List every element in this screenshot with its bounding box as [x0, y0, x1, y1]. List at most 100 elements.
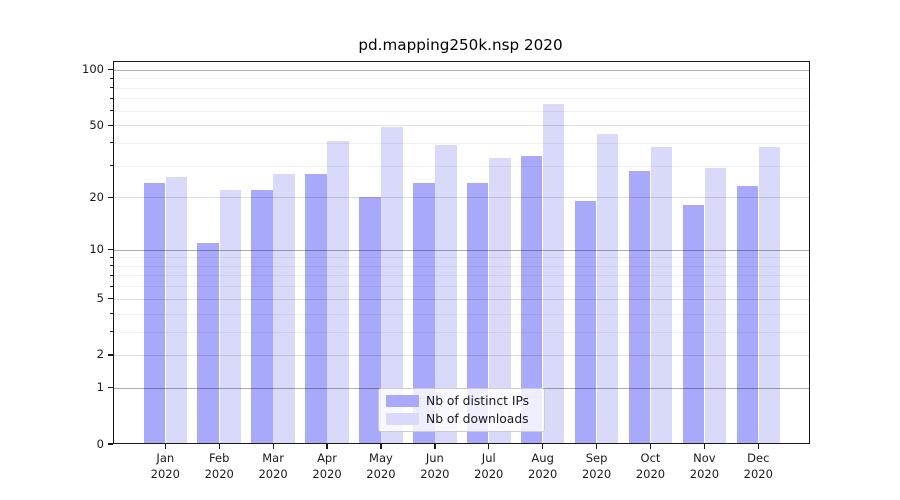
- y-minor-tick-9: [110, 256, 113, 258]
- x-tick-label-nov-2020: Nov 2020: [676, 451, 732, 482]
- y-minor-tick-70: [110, 97, 113, 99]
- x-tick-feb-2020: [218, 444, 220, 449]
- y-tick-10: [108, 248, 113, 251]
- bar-oct-2020-nb-of-downloads: [650, 146, 673, 444]
- x-tick-label-dec-2020: Dec 2020: [730, 451, 786, 482]
- plot-border: [112, 60, 810, 444]
- x-tick-label-line: 2020: [204, 466, 234, 481]
- x-tick-label-line: 2020: [581, 466, 612, 481]
- x-tick-label-line: 2020: [420, 466, 450, 481]
- gridline-40: [112, 142, 810, 144]
- x-tick-aug-2020: [542, 444, 544, 449]
- y-tick-label-1: 1: [96, 380, 104, 395]
- chart-title: pd.mapping250k.nsp 2020: [358, 36, 563, 54]
- x-tick-label-mar-2020: Mar 2020: [245, 451, 301, 482]
- x-tick-label-line: 2020: [743, 466, 773, 481]
- x-tick-label-line: Mar: [262, 451, 284, 465]
- x-tick-label-line: Sep: [585, 451, 608, 465]
- x-tick-nov-2020: [703, 444, 706, 449]
- y-minor-tick-3: [110, 331, 113, 333]
- x-tick-label-line: Jun: [425, 451, 444, 465]
- x-tick-label-line: 2020: [312, 466, 342, 481]
- y-tick-5: [108, 298, 113, 300]
- y-minor-tick-8: [110, 265, 113, 267]
- bar-jan-2020-nb-of-distinct-ips: [143, 183, 165, 444]
- gridline-2: [112, 354, 810, 356]
- y-tick-0: [108, 443, 113, 445]
- x-tick-label-feb-2020: Feb 2020: [191, 451, 247, 482]
- x-tick-label-line: Jul: [481, 451, 496, 465]
- bar-apr-2020-nb-of-distinct-ips: [305, 173, 327, 444]
- bar-nov-2020-nb-of-downloads: [704, 168, 727, 444]
- x-tick-mar-2020: [272, 444, 274, 449]
- gridline-90: [112, 78, 810, 80]
- x-tick-label-jan-2020: Jan 2020: [137, 451, 193, 482]
- x-tick-label-apr-2020: Apr 2020: [299, 451, 355, 482]
- y-tick-label-5: 5: [96, 291, 104, 306]
- y-tick-label-100: 100: [82, 62, 104, 77]
- gridline-70: [112, 98, 810, 100]
- x-tick-label-line: 2020: [528, 466, 558, 481]
- gridline-80: [112, 87, 810, 89]
- bar-nov-2020-nb-of-distinct-ips: [682, 205, 705, 444]
- y-tick-50: [108, 124, 113, 126]
- gridline-30: [112, 165, 810, 167]
- x-tick-label-jul-2020: Jul 2020: [461, 451, 517, 482]
- x-tick-label-sep-2020: Sep 2020: [569, 451, 625, 482]
- gridline-5: [112, 298, 810, 300]
- x-tick-label-may-2020: May 2020: [353, 451, 409, 482]
- bar-mar-2020-nb-of-distinct-ips: [251, 189, 273, 444]
- x-tick-label-line: 2020: [366, 466, 396, 481]
- x-tick-label-line: 2020: [474, 466, 504, 481]
- x-tick-jan-2020: [164, 444, 166, 449]
- bar-dec-2020-nb-of-distinct-ips: [736, 186, 758, 444]
- x-tick-label-line: Apr: [317, 451, 337, 465]
- y-tick-20: [108, 196, 113, 198]
- legend-item-downloads: Nb of downloads: [386, 412, 536, 426]
- gridline-50: [112, 125, 810, 127]
- x-tick-label-oct-2020: Oct 2020: [622, 451, 678, 482]
- bar-jan-2020-nb-of-downloads: [165, 176, 188, 444]
- gridline-8: [112, 265, 810, 267]
- bar-oct-2020-nb-of-distinct-ips: [628, 170, 651, 444]
- bar-sep-2020-nb-of-downloads: [596, 133, 619, 444]
- y-minor-tick-90: [110, 77, 113, 79]
- gridline-10: [112, 249, 810, 251]
- x-tick-label-line: Aug: [531, 451, 554, 465]
- y-minor-tick-40: [110, 142, 113, 144]
- x-tick-sep-2020: [595, 444, 598, 449]
- gridline-20: [112, 197, 810, 199]
- y-minor-tick-30: [110, 165, 113, 167]
- y-tick-label-10: 10: [89, 242, 104, 257]
- x-tick-oct-2020: [649, 444, 652, 449]
- x-tick-may-2020: [380, 444, 382, 449]
- bar-aug-2020-nb-of-downloads: [542, 104, 565, 444]
- x-tick-label-line: Jan: [156, 451, 175, 465]
- gridline-100: [112, 69, 810, 71]
- y-tick-label-2: 2: [96, 347, 104, 362]
- y-tick-2: [108, 354, 113, 356]
- x-tick-jun-2020: [434, 444, 436, 449]
- x-tick-label-line: 2020: [150, 466, 180, 481]
- x-tick-label-aug-2020: Aug 2020: [515, 451, 571, 482]
- x-tick-label-line: 2020: [689, 466, 720, 481]
- y-minor-tick-6: [110, 285, 113, 287]
- legend-item-distinct-ips: Nb of distinct IPs: [386, 394, 536, 408]
- x-tick-label-line: Nov: [693, 451, 716, 465]
- y-minor-tick-60: [110, 110, 113, 112]
- x-tick-label-line: Oct: [640, 451, 661, 465]
- y-minor-tick-4: [110, 313, 113, 314]
- y-tick-1: [108, 387, 113, 389]
- gridline-6: [112, 286, 810, 288]
- gridline-60: [112, 110, 810, 112]
- legend-label-distinct-ips: Nb of distinct IPs: [426, 394, 530, 409]
- gridline-4: [112, 313, 810, 315]
- y-tick-label-50: 50: [89, 117, 104, 132]
- y-tick-100: [108, 69, 113, 71]
- x-tick-label-line: 2020: [635, 466, 666, 481]
- gridline-9: [112, 257, 810, 259]
- bar-mar-2020-nb-of-downloads: [273, 173, 295, 444]
- bar-sep-2020-nb-of-distinct-ips: [574, 201, 597, 444]
- x-tick-label-jun-2020: Jun 2020: [407, 451, 463, 482]
